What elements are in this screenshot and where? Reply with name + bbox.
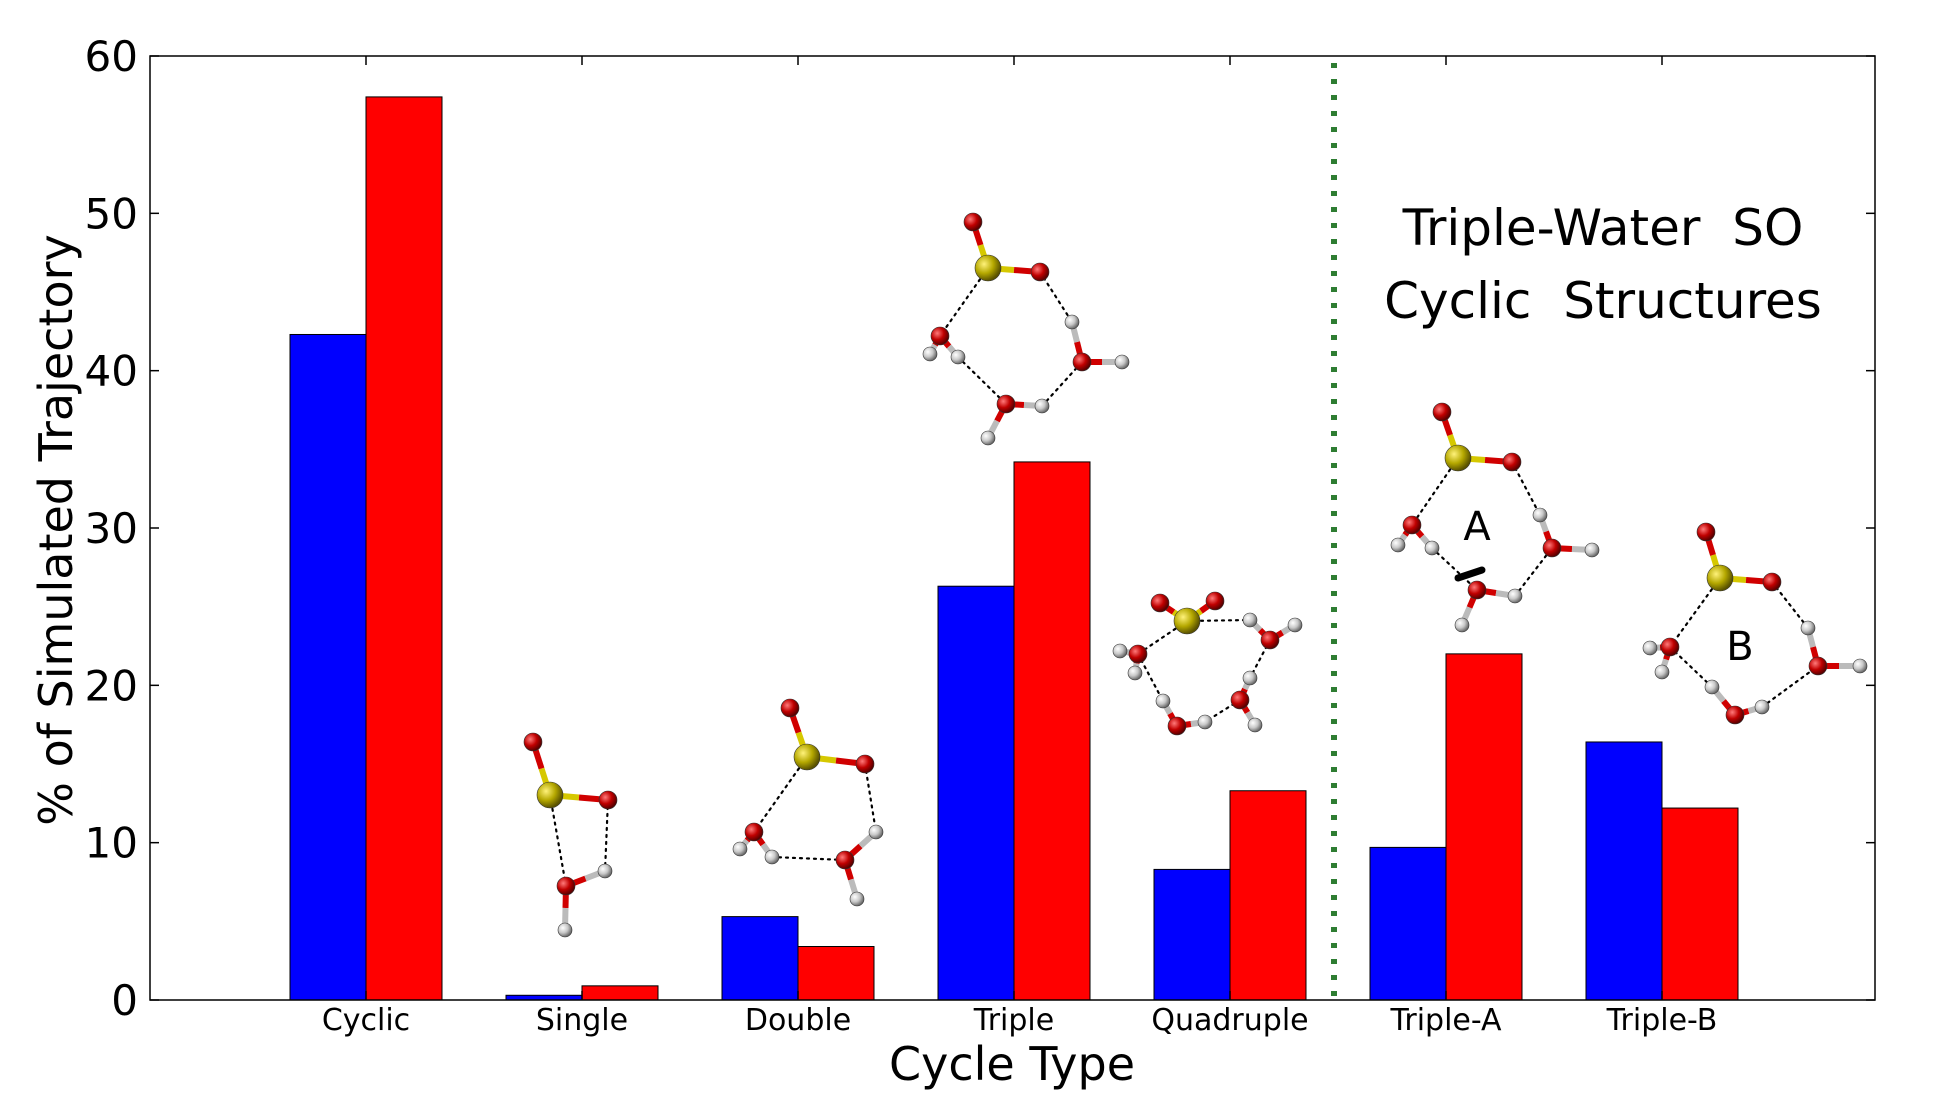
x-tick-label: Triple-B <box>1606 1003 1718 1038</box>
h-bond-marker <box>1454 566 1486 582</box>
molecule-illustrations <box>523 212 1868 938</box>
bar-double-series-2 <box>797 946 875 1001</box>
bar-triple-b-series-2 <box>1661 807 1739 1001</box>
double-structure-molecule <box>732 698 884 907</box>
annotation-line-2: Cyclic Structures <box>1384 272 1822 330</box>
x-axis-label: Cycle Type <box>889 1037 1135 1091</box>
bar-triple-series-2 <box>1013 461 1091 1001</box>
y-tick-label: 30 <box>85 504 138 553</box>
bars-layer <box>289 96 1739 1001</box>
triple-a-structure-molecule <box>1390 402 1600 633</box>
bar-quadruple-series-2 <box>1229 790 1307 1001</box>
quadruple-structure-molecule <box>1112 591 1303 736</box>
x-tick-label: Cyclic <box>322 1003 410 1038</box>
bar-triple-series-1 <box>937 585 1015 1001</box>
bar-double-series-1 <box>721 916 799 1001</box>
y-tick-label: 60 <box>85 32 138 81</box>
y-tick-label: 0 <box>111 976 138 1025</box>
structure-label-b: B <box>1726 624 1753 670</box>
x-tick-label: Triple <box>973 1003 1054 1038</box>
y-tick-label: 40 <box>85 347 138 396</box>
bar-cyclic-series-1 <box>289 333 367 1001</box>
triple-b-structure-molecule <box>1642 522 1868 725</box>
y-tick-label: 50 <box>85 189 138 238</box>
x-tick-label: Double <box>745 1003 851 1038</box>
triple-structure-molecule <box>922 212 1130 446</box>
y-tick-label: 20 <box>85 661 138 710</box>
y-tick-label: 10 <box>85 819 138 868</box>
annotation-line-1: Triple-Water SO <box>1402 199 1804 257</box>
single-structure-molecule <box>523 732 618 938</box>
y-axis-label: % of Simulated Trajectory <box>29 234 83 826</box>
bar-single-series-2 <box>581 985 659 1001</box>
bar-quadruple-series-1 <box>1153 868 1231 1001</box>
structure-label-a: A <box>1463 504 1491 550</box>
bar-cyclic-series-2 <box>365 96 443 1001</box>
x-tick-label: Triple-A <box>1389 1003 1502 1038</box>
axis-layer: 0 10 20 30 40 50 60 Cyclic Single Double Triple Qua… <box>85 32 1875 1038</box>
bar-triple-b-series-1 <box>1585 741 1663 1001</box>
bar-triple-a-series-1 <box>1369 846 1447 1001</box>
x-tick-label: Quadruple <box>1151 1003 1308 1038</box>
x-tick-label: Single <box>536 1003 628 1038</box>
bar-triple-a-series-2 <box>1445 653 1523 1001</box>
